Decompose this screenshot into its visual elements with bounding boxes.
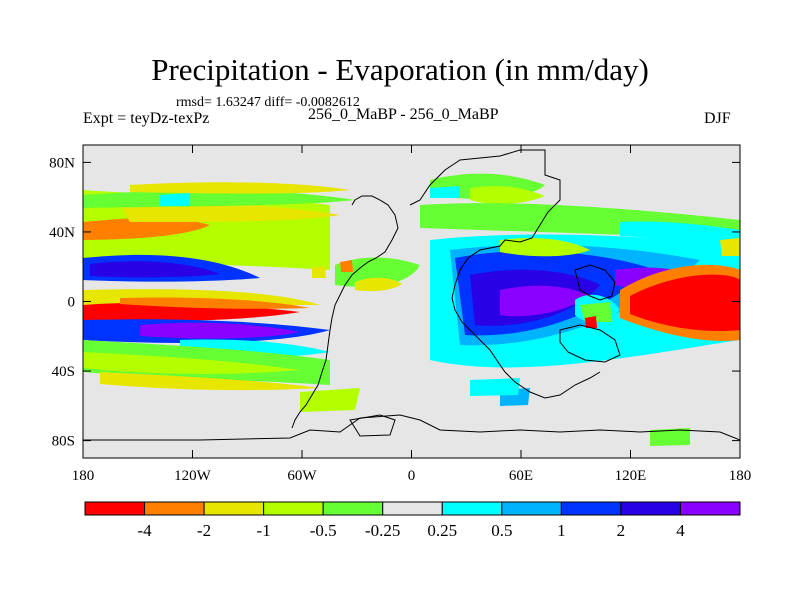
south-green-blob (650, 428, 690, 446)
band-south-lime (83, 352, 300, 374)
colorbar-label: 2 (617, 521, 626, 540)
experiment-label: Expt = teyDz-texPz (83, 110, 210, 127)
season-label: DJF (704, 110, 731, 127)
blob-small-yellow (312, 266, 326, 278)
x-tick-label: 0 (408, 468, 416, 484)
maritime-red (585, 316, 597, 328)
colorbar-label: 1 (557, 521, 566, 540)
x-tick-label: 120E (615, 468, 647, 484)
coastline-americas (291, 195, 399, 429)
y-tick-label: 80N (49, 155, 75, 171)
x-tick-label: 120W (174, 468, 212, 484)
colorbar: -4 -2 -1 -0.5 -0.25 0.25 0.5 1 2 4 (84, 501, 741, 540)
colorbar-swatch (382, 501, 443, 516)
band-north-high-yellow (130, 182, 350, 194)
x-tick-label: 180 (72, 468, 95, 484)
band-north-pacific-yellow (120, 203, 340, 222)
indian-north-lime (500, 238, 590, 257)
coastline-maritime (574, 264, 616, 301)
colorbar-label: 0.25 (427, 521, 457, 540)
field-layer (83, 173, 740, 446)
x-tick-label: 180 (729, 468, 752, 484)
colorbar-label: -2 (197, 521, 211, 540)
colorbar-swatch (84, 501, 146, 516)
x-axis: 180 120W 60W 0 60E 120E 180 (72, 145, 752, 484)
west-pacific-yellow (720, 238, 740, 256)
coastline-antarctica (83, 414, 740, 441)
chart-title: Precipitation - Evaporation (in mm/day) (151, 52, 649, 87)
eh-core-purple (500, 285, 590, 317)
colorbar-swatch (501, 501, 562, 516)
y-tick-label: 40N (49, 225, 75, 241)
colorbar-swatch (322, 501, 384, 516)
band-north-pacific-orange (83, 217, 210, 240)
colorbar-label: -4 (137, 521, 152, 540)
center-label: 256_0_MaBP - 256_0_MaBP (308, 106, 499, 123)
coastline-africa-eurasia (409, 149, 601, 399)
west-pacific-red-lobe (630, 274, 740, 332)
blob-north-cyan (160, 193, 190, 206)
y-tick-label: 0 (68, 295, 76, 311)
band-north-high-green (83, 190, 355, 208)
colorbar-label: -0.25 (365, 521, 400, 540)
coastline-greenland (349, 414, 396, 437)
south-indian-cyan (470, 378, 520, 396)
coastline-australia (559, 324, 621, 363)
atlantic-green (335, 257, 420, 287)
mid-north-cyan (620, 221, 740, 245)
maritime-green (580, 302, 612, 322)
atlantic-yellow (355, 277, 402, 292)
colorbar-swatch (263, 501, 324, 516)
colorbar-swatch (560, 501, 622, 516)
eurasia-north-cyan (430, 186, 460, 198)
colorbar-swatch (441, 501, 503, 516)
colorbar-swatch (620, 501, 681, 516)
y-tick-label: 80S (52, 434, 75, 450)
band-north-pacific-violet (90, 261, 220, 278)
colorbar-label: -0.5 (310, 521, 337, 540)
atlantic-orange (340, 260, 353, 272)
x-tick-label: 60W (287, 468, 317, 484)
colorbar-label: 0.5 (491, 521, 512, 540)
band-south-yellow (100, 372, 320, 391)
stats-line: rmsd= 1.63247 diff= -0.0082612 (176, 95, 360, 110)
colorbar-swatch (679, 501, 741, 516)
band-south-violet (140, 322, 300, 339)
colorbar-label: -1 (257, 521, 271, 540)
coastline-layer (83, 149, 740, 441)
y-axis: 80N 40N 0 40S 80S (49, 155, 740, 450)
y-tick-label: 40S (52, 364, 75, 380)
x-tick-label: 60E (509, 468, 533, 484)
colorbar-swatch (203, 501, 265, 516)
colorbar-swatch (144, 501, 205, 516)
atlantic-south-green (300, 388, 360, 412)
colorbar-label: 4 (676, 521, 685, 540)
eurasia-north-lime (470, 186, 545, 205)
band-equatorial-orange (120, 297, 310, 309)
